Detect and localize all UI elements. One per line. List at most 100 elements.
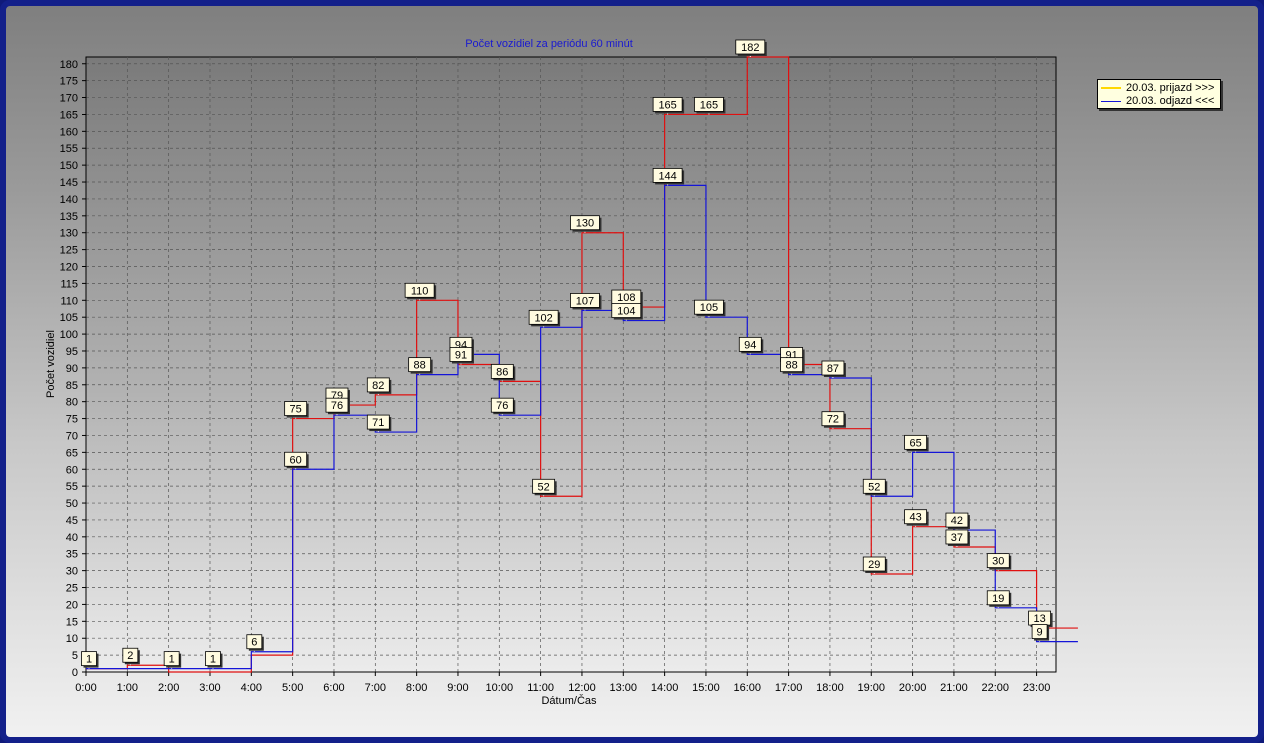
data-label-box — [904, 509, 927, 525]
legend-item-departures: 20.03. odjazd <<< — [1101, 94, 1214, 108]
data-label-text: 110 — [411, 285, 429, 297]
data-label-box — [404, 282, 435, 298]
data-label-box — [366, 414, 390, 430]
y-tick-label: 180 — [60, 59, 78, 71]
y-tick-label: 80 — [66, 397, 78, 409]
data-label: 87 — [821, 360, 846, 379]
data-label-text: 13 — [1033, 613, 1045, 625]
data-label-box — [1031, 624, 1048, 639]
y-tick-label: 170 — [60, 93, 78, 105]
data-label-box — [862, 478, 886, 494]
x-tick-label: 0:00 — [75, 682, 96, 694]
data-label-box — [821, 411, 845, 427]
data-label: 19 — [986, 590, 1012, 608]
data-label-text: 2 — [127, 650, 133, 662]
y-tick-label: 140 — [60, 194, 78, 206]
y-tick-label: 45 — [66, 515, 78, 527]
x-tick-label: 17:00 — [775, 682, 803, 694]
data-label-box — [570, 293, 600, 308]
data-label: 29 — [862, 556, 888, 575]
x-tick-label: 7:00 — [365, 682, 386, 694]
y-tick-label: 30 — [66, 566, 78, 578]
y-tick-label: 155 — [60, 143, 78, 155]
y-tick-label: 0 — [72, 667, 78, 679]
data-label-text: 37 — [951, 532, 963, 544]
data-label: 104 — [611, 303, 643, 321]
data-label: 88 — [408, 357, 433, 375]
y-tick-label: 65 — [66, 447, 78, 459]
data-label-text: 94 — [744, 339, 756, 351]
plot-area — [85, 56, 1057, 673]
data-label-text: 30 — [992, 556, 1004, 568]
data-label-text: 76 — [496, 400, 508, 412]
data-label-box — [904, 434, 927, 450]
data-label: 88 — [780, 357, 805, 375]
data-label-text: 86 — [496, 366, 508, 378]
data-label: 165 — [694, 97, 726, 115]
y-tick-label: 135 — [60, 211, 78, 223]
data-label-text: 130 — [576, 218, 594, 230]
data-label-text: 76 — [331, 400, 343, 412]
data-label: 76 — [490, 397, 516, 416]
series-line-arrivals — [86, 56, 1078, 673]
x-tick-label: 16:00 — [734, 682, 762, 694]
data-label-text: 52 — [538, 481, 550, 493]
y-tick-label: 150 — [60, 160, 78, 172]
x-tick-label: 9:00 — [447, 682, 468, 694]
y-tick-label: 75 — [66, 414, 78, 426]
data-label: 6 — [246, 634, 264, 652]
x-tick-label: 19:00 — [858, 682, 886, 694]
x-tick-label: 4:00 — [241, 682, 262, 694]
y-tick-label: 15 — [66, 616, 78, 628]
data-label-box — [570, 215, 600, 231]
x-tick-label: 13:00 — [610, 682, 638, 694]
axes: 0510152025303540455055606570758085909510… — [60, 57, 1056, 694]
data-label: 37 — [945, 529, 970, 547]
data-label: 1 — [81, 651, 99, 669]
data-label: 105 — [694, 299, 726, 318]
data-label-text: 42 — [951, 515, 963, 527]
y-tick-label: 100 — [60, 329, 78, 341]
y-tick-label: 85 — [66, 380, 78, 392]
x-tick-label: 2:00 — [158, 682, 179, 694]
data-label: 94 — [738, 336, 764, 355]
data-label: 72 — [821, 411, 846, 429]
data-label-text: 88 — [785, 360, 797, 372]
data-label-text: 144 — [658, 170, 676, 182]
y-tick-label: 5 — [72, 650, 78, 662]
data-label-text: 29 — [868, 559, 880, 571]
data-label-box — [821, 360, 845, 376]
y-tick-label: 145 — [60, 177, 78, 189]
data-label: 110 — [404, 282, 437, 301]
data-label-text: 19 — [992, 593, 1004, 605]
x-tick-label: 11:00 — [527, 682, 554, 694]
data-label: 144 — [652, 168, 685, 186]
legend-label-departures: 20.03. odjazd <<< — [1126, 95, 1215, 107]
data-label-box — [408, 357, 432, 373]
data-label: 86 — [490, 363, 516, 382]
data-label-box — [945, 512, 969, 528]
y-tick-label: 35 — [66, 549, 78, 561]
data-label-box — [738, 336, 762, 352]
data-label: 71 — [366, 414, 392, 433]
data-label-box — [780, 357, 804, 373]
data-label: 82 — [366, 377, 392, 395]
data-label-text: 102 — [534, 312, 552, 324]
data-label: 130 — [570, 215, 602, 233]
x-tick-label: 1:00 — [117, 682, 138, 694]
data-label-text: 88 — [414, 360, 426, 372]
data-label: 108 — [611, 289, 643, 308]
data-label-text: 1 — [86, 654, 92, 666]
data-label-box — [490, 397, 514, 413]
data-label-box — [366, 377, 390, 393]
data-label-box — [611, 303, 642, 318]
data-label-box — [945, 529, 969, 545]
legend-label-arrivals: 20.03. prijazd >>> — [1126, 82, 1215, 94]
data-label-box — [694, 97, 724, 112]
legend-item-arrivals: 20.03. prijazd >>> — [1101, 81, 1214, 95]
data-label: 165 — [652, 97, 685, 115]
data-label-box — [652, 168, 683, 183]
data-label: 75 — [284, 401, 309, 419]
data-label-box — [205, 651, 221, 667]
